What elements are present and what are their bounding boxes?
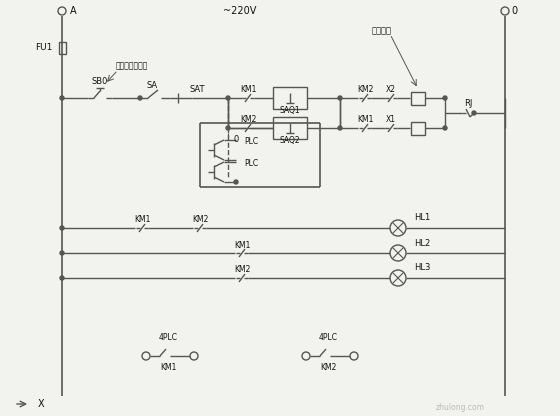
Text: A: A <box>70 6 77 16</box>
Circle shape <box>138 96 142 100</box>
Text: KM1: KM1 <box>134 215 150 225</box>
Bar <box>58 42 66 54</box>
Circle shape <box>338 96 342 100</box>
Circle shape <box>338 126 342 130</box>
Circle shape <box>443 126 447 130</box>
Text: zhulong.com: zhulong.com <box>436 404 484 413</box>
Bar <box>411 121 425 134</box>
Text: KM1: KM1 <box>234 240 250 250</box>
Circle shape <box>234 180 238 184</box>
Text: 4PLC: 4PLC <box>158 334 178 342</box>
Text: 继电器控制开关: 继电器控制开关 <box>116 62 148 70</box>
Text: 限位开关: 限位开关 <box>372 27 392 35</box>
Text: KM2: KM2 <box>192 215 208 225</box>
Circle shape <box>226 96 230 100</box>
Text: SB0: SB0 <box>92 77 108 87</box>
Text: ~220V: ~220V <box>223 6 256 16</box>
Bar <box>411 92 425 104</box>
Text: KM1: KM1 <box>357 116 373 124</box>
Text: KM2: KM2 <box>234 265 250 275</box>
Text: RJ: RJ <box>464 99 472 107</box>
Text: HL2: HL2 <box>414 238 430 248</box>
Text: HL3: HL3 <box>414 263 431 272</box>
Text: 0: 0 <box>233 136 238 144</box>
Circle shape <box>443 96 447 100</box>
Text: SAQ2: SAQ2 <box>279 136 300 144</box>
Text: FU1: FU1 <box>35 44 52 52</box>
Circle shape <box>60 276 64 280</box>
Text: X2: X2 <box>386 86 396 94</box>
Bar <box>273 87 307 109</box>
Text: HL1: HL1 <box>414 213 430 223</box>
Text: PLC: PLC <box>244 159 258 168</box>
Circle shape <box>472 111 476 115</box>
Text: KM1: KM1 <box>240 84 256 94</box>
Text: KM2: KM2 <box>320 364 336 372</box>
Circle shape <box>60 251 64 255</box>
Text: X: X <box>38 399 45 409</box>
Text: SA: SA <box>146 81 157 89</box>
Circle shape <box>60 96 64 100</box>
Text: SAQ1: SAQ1 <box>279 106 300 114</box>
Text: 0: 0 <box>511 6 517 16</box>
Bar <box>273 117 307 139</box>
Text: KM2: KM2 <box>240 114 256 124</box>
Circle shape <box>60 226 64 230</box>
Text: KM1: KM1 <box>160 364 176 372</box>
Circle shape <box>226 126 230 130</box>
Text: 4PLC: 4PLC <box>319 334 338 342</box>
Text: PLC: PLC <box>244 138 258 146</box>
Text: X1: X1 <box>386 116 396 124</box>
Text: KM2: KM2 <box>357 86 373 94</box>
Text: SAT: SAT <box>190 84 206 94</box>
